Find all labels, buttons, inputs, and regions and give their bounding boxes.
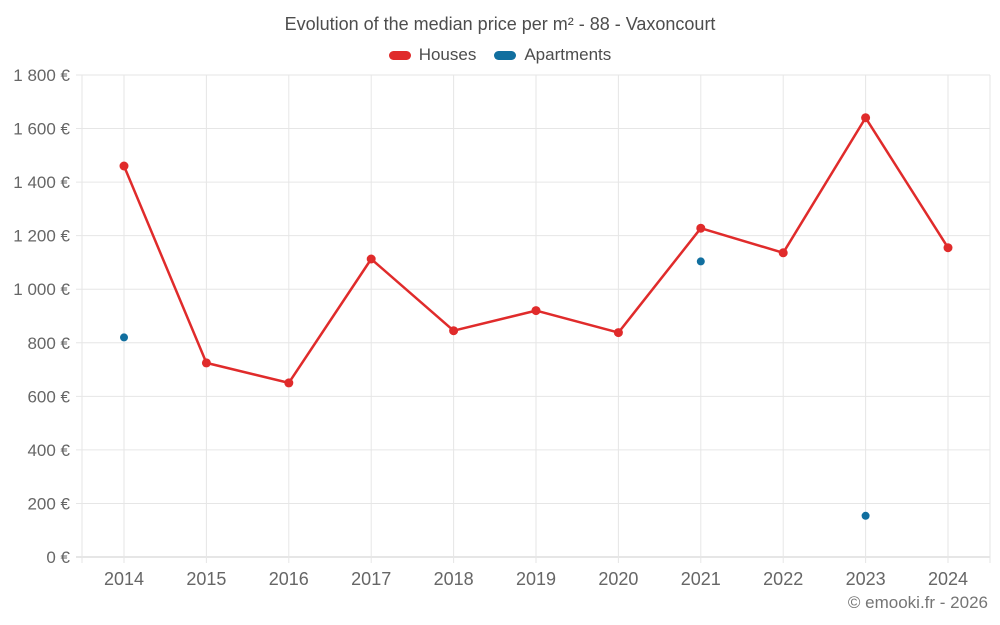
x-tick-label: 2020 [598,569,638,589]
data-point-houses[interactable] [778,248,788,258]
data-point-houses[interactable] [613,328,623,338]
data-point-apartments[interactable] [120,333,128,342]
data-point-houses[interactable] [531,306,541,316]
x-tick-label: 2018 [434,569,474,589]
x-tick-label: 2017 [351,569,391,589]
x-tick-label: 2023 [846,569,886,589]
chart-title: Evolution of the median price per m² - 8… [284,14,716,34]
y-tick-label: 800 € [27,334,70,353]
x-tick-label: 2021 [681,569,721,589]
legend-label-apartments: Apartments [524,45,612,64]
legend: Houses Apartments [0,45,1000,65]
legend-item-apartments[interactable]: Apartments [494,45,611,65]
houses-color-swatch [388,50,411,60]
y-tick-label: 1 800 € [13,66,70,85]
data-point-apartments[interactable] [861,511,870,520]
data-point-houses[interactable] [861,113,871,123]
y-tick-label: 600 € [27,387,70,406]
y-tick-label: 1 600 € [13,120,70,139]
data-point-houses[interactable] [449,326,459,336]
data-point-houses[interactable] [201,358,211,368]
y-tick-label: 200 € [27,494,70,513]
y-tick-label: 1 400 € [13,173,70,192]
x-tick-label: 2022 [763,569,803,589]
x-tick-label: 2019 [516,569,556,589]
copyright-credit: © emooki.fr - 2026 [847,593,988,612]
x-tick-label: 2014 [104,569,144,589]
data-point-houses[interactable] [696,223,706,233]
y-tick-label: 400 € [27,441,70,460]
y-tick-label: 1 200 € [13,227,70,246]
data-point-houses[interactable] [366,254,376,264]
data-point-houses[interactable] [943,243,953,253]
x-tick-label: 2015 [186,569,226,589]
data-point-houses[interactable] [284,378,294,388]
legend-item-houses[interactable]: Houses [388,45,477,65]
apartments-color-swatch [494,50,517,60]
y-tick-label: 0 € [46,548,70,567]
data-point-houses[interactable] [119,161,129,171]
data-point-apartments[interactable] [696,257,705,266]
x-tick-label: 2016 [269,569,309,589]
legend-label-houses: Houses [418,45,477,64]
y-tick-label: 1 000 € [13,280,70,299]
x-tick-label: 2024 [928,569,968,589]
